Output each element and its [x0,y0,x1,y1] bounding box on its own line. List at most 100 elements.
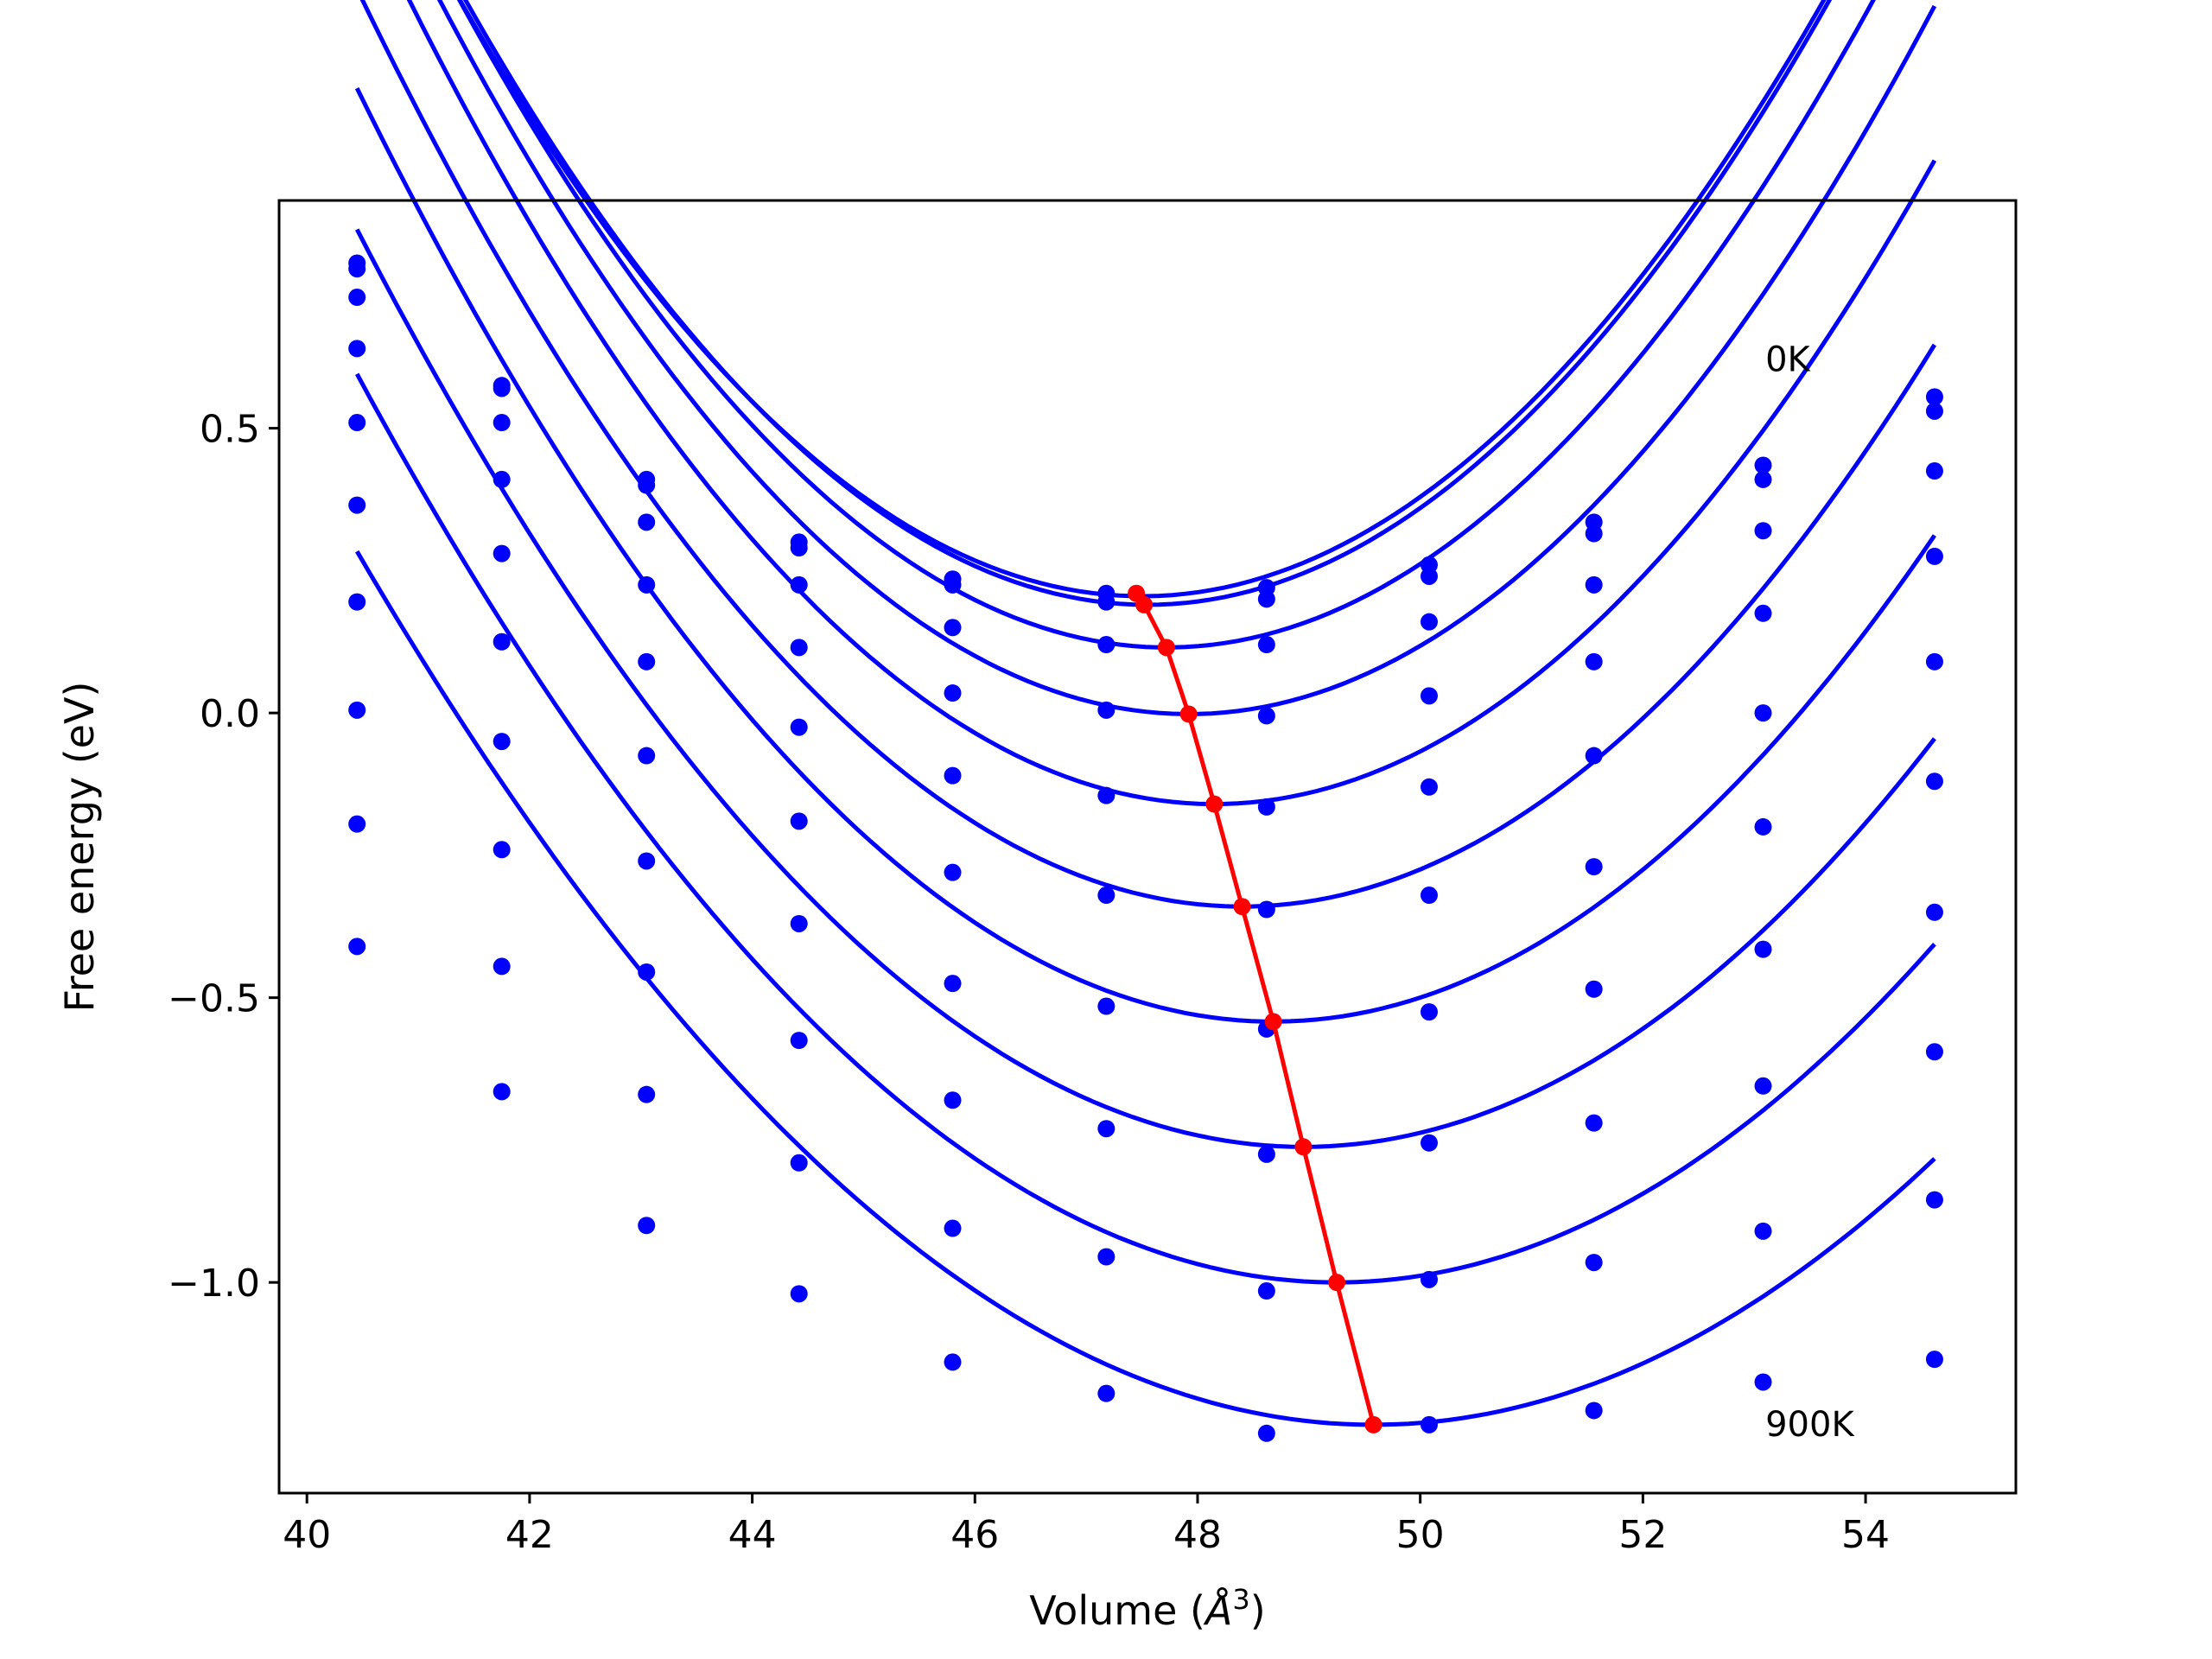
data-point [1754,817,1772,836]
data-point [638,1085,656,1103]
data-point [1257,707,1275,725]
data-point [944,619,962,637]
minimum-point [1205,795,1224,813]
data-point [790,539,808,557]
minimum-point [1328,1274,1346,1292]
data-point [348,496,366,514]
data-point [638,852,656,870]
data-point [790,1154,808,1172]
fit-curve-4 [406,0,1937,807]
data-point [348,289,366,307]
data-point [1585,1114,1603,1132]
data-point [638,513,656,531]
data-point [638,652,656,671]
data-point [1585,1402,1603,1420]
data-point [1585,980,1603,998]
data-point [1754,1373,1772,1391]
data-point [1585,1254,1603,1272]
axis-ticks: 40 42 44 46 48 50 52 54 0.5 0.0 −0.5 −1.0 [168,408,1890,1557]
data-point [1097,1384,1116,1402]
data-point [493,841,511,859]
data-point [1420,1003,1438,1021]
data-point [944,1219,962,1237]
minimum-point [1157,639,1175,657]
x-axis-label-suffix: ) [1250,1587,1266,1634]
data-point [1420,1134,1438,1152]
data-point [1754,470,1772,488]
x-tick-label: 50 [1396,1513,1445,1557]
data-point [493,544,511,563]
data-point [1257,1282,1275,1300]
data-point [348,414,366,432]
data-point [1585,575,1603,594]
data-point [1420,687,1438,705]
data-point [944,1353,962,1371]
minimum-point [1364,1415,1382,1433]
data-point [1925,1351,1943,1369]
data-point [1257,900,1275,918]
minimum-point [1135,595,1154,613]
data-point [790,718,808,736]
data-point [493,379,511,397]
fit-curve-9 [355,550,1936,1427]
x-tick-label: 44 [728,1513,777,1557]
plot-frame [277,199,2018,1495]
data-point [1925,1043,1943,1061]
plot-area [348,0,1943,1442]
data-point [1097,887,1116,905]
y-tick-label: −0.5 [168,977,260,1021]
minimum-point [1264,1013,1282,1031]
data-point [1585,858,1603,876]
data-point [1257,1145,1275,1163]
x-axis-label-unit-exponent: 3 [1232,1583,1249,1616]
data-point [790,1285,808,1303]
fit-curve-8 [355,372,1936,1285]
data-point [493,1083,511,1101]
data-point [1257,798,1275,816]
fit-curve-6 [354,86,1936,1024]
annotation-0k: 0K [1765,340,1811,380]
data-point [1420,1415,1438,1433]
data-point [1420,887,1438,905]
data-point [944,1091,962,1109]
data-point [348,340,366,358]
annotation-900k: 900K [1765,1405,1855,1445]
data-point [1257,636,1275,654]
data-point [348,815,366,833]
y-tick-label: 0.0 [200,692,260,736]
fit-curve-7 [354,228,1936,1149]
data-point [1754,704,1772,722]
y-tick-label: 0.5 [200,408,260,452]
data-point [1585,652,1603,671]
x-tick-label: 46 [950,1513,999,1557]
minimum-point [1233,898,1251,916]
data-point [1097,997,1116,1015]
data-point [1585,524,1603,543]
x-axis-label-unit: Å [1203,1587,1232,1634]
data-point [638,1217,656,1235]
data-point [1097,636,1116,654]
data-point [1420,613,1438,631]
data-point [1754,1077,1772,1095]
data-point [348,938,366,956]
data-point [493,414,511,432]
fit-curve-2 [456,0,1876,650]
fit-curve-3 [436,0,1937,716]
y-tick-label: −1.0 [168,1262,260,1306]
data-point [493,733,511,751]
x-axis-label: Volume (Å3) [1029,1583,1265,1634]
data-point [1925,402,1943,420]
data-point [944,766,962,785]
data-point [1754,940,1772,958]
data-point [1925,388,1943,406]
data-point [1097,786,1116,804]
minimum-point [1179,705,1198,723]
data-point [1754,456,1772,474]
data-point [1754,1222,1772,1240]
y-axis-label: Free energy (eV) [56,682,103,1013]
data-point [790,812,808,830]
data-point [1097,1120,1116,1138]
data-point [638,747,656,765]
data-point [1257,590,1275,608]
